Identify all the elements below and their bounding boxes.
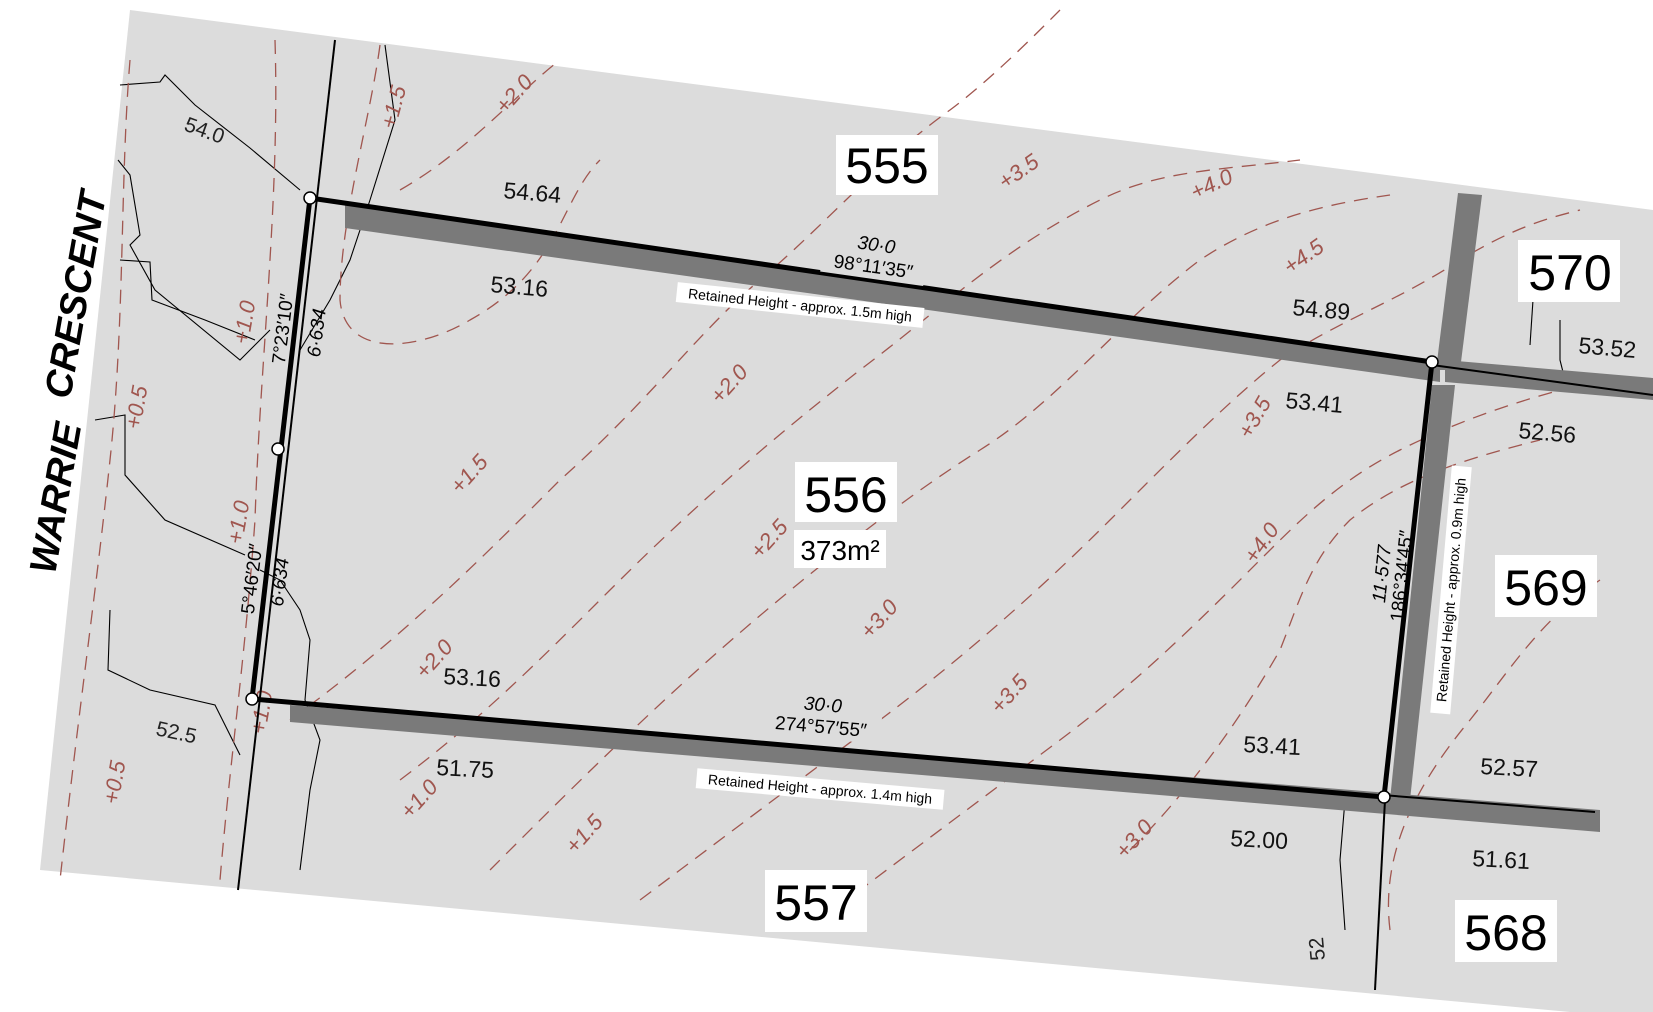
spot-level-sw-lower: 51.75 [436, 754, 495, 783]
lot-556-label: 556 [804, 467, 887, 523]
spot-level-ne-upper: 54.89 [1292, 294, 1352, 325]
north-retaining-wall [345, 205, 1440, 382]
lot-570-label: 570 [1528, 245, 1611, 301]
spot-level-se-lower: 52.00 [1230, 825, 1289, 854]
existing-contours [94, 44, 1566, 931]
spot-level-nw-lower: 53.16 [490, 271, 550, 302]
lot-568-label: 568 [1464, 905, 1547, 961]
spot-level-nw-upper: 54.64 [503, 177, 563, 208]
east-retaining-wall-upper [1436, 193, 1482, 370]
boundary-dimensions: 30·0 98°11′35″ 30·0 274°57′55″ 11·577 18… [238, 223, 1418, 745]
south-retaining-wall [290, 705, 1600, 832]
lot-557-label: 557 [774, 875, 857, 931]
lot-569-label: 569 [1504, 560, 1587, 616]
retaining-walls [290, 193, 1653, 832]
spot-level-ne-lower: 53.41 [1285, 387, 1345, 418]
corner-marker-w [271, 442, 285, 456]
existing-contour-52: 52 [1305, 936, 1330, 961]
lot-boundaries [237, 39, 1653, 991]
spot-level-lot570: 53.52 [1578, 332, 1638, 363]
spot-level-lot568: 51.61 [1472, 845, 1531, 874]
corner-marker-ne [1425, 355, 1439, 369]
corner-marker-se [1377, 790, 1391, 804]
spot-level-lot569-lower: 52.57 [1480, 753, 1539, 782]
corner-marker-nw [303, 191, 317, 205]
spot-level-se-upper: 53.41 [1243, 731, 1302, 760]
corner-marker-sw [245, 692, 259, 706]
spot-level-lot569-upper: 52.56 [1518, 417, 1578, 448]
lot-555-label: 555 [845, 138, 928, 194]
east-retaining-wall-lower [1390, 385, 1455, 800]
south-boundary-length: 30·0 [803, 693, 843, 717]
spot-level-sw-upper: 53.16 [443, 663, 502, 692]
lot-556-area: 373m² [800, 535, 879, 566]
lot-labels: 555 570 569 568 557 556 373m² [765, 135, 1620, 962]
spot-levels: 54.64 53.16 54.89 53.41 53.16 51.75 53.4… [436, 177, 1637, 874]
